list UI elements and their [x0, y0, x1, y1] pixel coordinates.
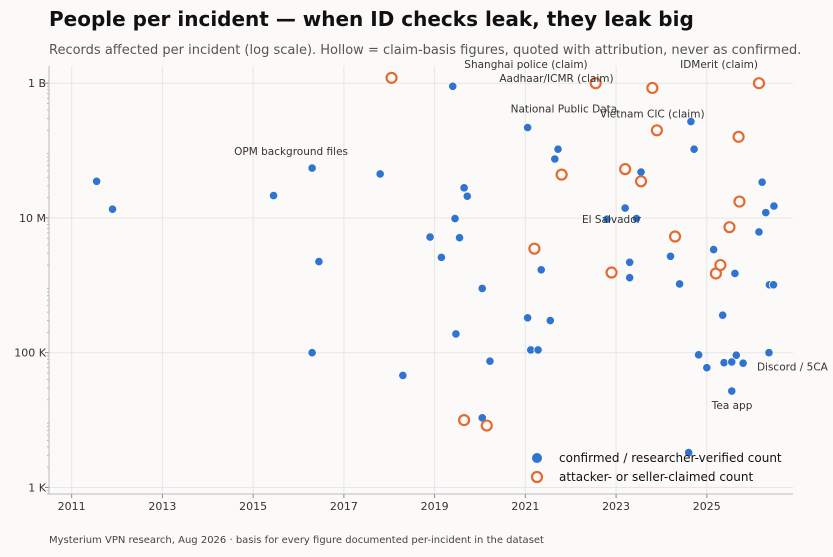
point-annotation: Vietnam CIC (claim): [600, 108, 705, 120]
confirmed-point: [602, 214, 612, 224]
confirmed-point: [553, 144, 563, 154]
legend-marker-claimed: [530, 470, 544, 484]
y-tick-label: 10 M: [19, 212, 46, 225]
point-annotation: Tea app: [711, 400, 753, 412]
confirmed-point: [761, 208, 771, 218]
confirmed-point: [523, 313, 533, 323]
confirmed-point: [454, 233, 465, 243]
confirmed-point: [689, 144, 699, 154]
legend-marker-confirmed: [532, 453, 542, 463]
point-annotation: Discord / 5CA: [757, 362, 829, 374]
claimed-point: [634, 175, 648, 188]
confirmed-point: [754, 227, 764, 237]
confirmed-point: [107, 204, 118, 214]
chart-subtitle: Records affected per incident (log scale…: [49, 43, 802, 58]
point-annotation: El Salvador: [582, 214, 642, 226]
x-tick-label: 2015: [239, 500, 267, 513]
claimed-point: [752, 77, 766, 90]
confirmed-point: [631, 213, 642, 224]
x-tick-label: 2019: [421, 500, 449, 513]
confirmed-point: [268, 190, 279, 201]
confirmed-point: [485, 356, 495, 366]
confirmed-point: [307, 163, 317, 173]
confirmed-point: [731, 350, 741, 360]
point-annotation: Shanghai police (claim): [464, 59, 587, 71]
confirmed-point: [92, 176, 102, 186]
confirmed-point: [436, 252, 447, 262]
chart-title: People per incident — when ID checks lea…: [49, 7, 694, 31]
confirmed-point: [686, 116, 696, 127]
confirmed-point: [636, 167, 646, 177]
confirmed-point: [768, 280, 779, 290]
y-tick-label: 1 B: [28, 77, 46, 90]
confirmed-point: [625, 257, 635, 267]
confirmed-point: [719, 358, 729, 368]
confirmed-point: [684, 447, 694, 458]
chart-footer: Mysterium VPN research, Aug 2026 · basis…: [49, 535, 544, 546]
confirmed-point: [451, 329, 461, 339]
legend-label-confirmed: confirmed / researcher-verified count: [559, 451, 782, 465]
claimed-point: [714, 258, 727, 272]
y-tick-label: 100 K: [14, 347, 46, 360]
claimed-point: [605, 266, 618, 279]
confirmed-point: [533, 345, 543, 355]
claimed-point: [619, 163, 632, 176]
claimed-point: [668, 230, 682, 243]
confirmed-point: [620, 203, 630, 213]
confirmed-point: [314, 257, 324, 267]
x-tick-label: 2017: [330, 500, 358, 513]
confirmed-point: [727, 357, 737, 367]
confirmed-point: [536, 265, 546, 275]
confirmed-point: [665, 251, 676, 261]
x-tick-label: 2021: [511, 500, 539, 513]
confirmed-point: [694, 350, 704, 360]
x-tick-label: 2025: [693, 500, 721, 513]
point-annotation: OPM background files: [234, 146, 348, 158]
claimed-point: [480, 419, 493, 432]
x-tick-label: 2013: [148, 500, 176, 513]
confirmed-point: [757, 177, 767, 187]
claimed-point: [723, 221, 736, 234]
confirmed-point: [738, 358, 748, 368]
point-annotation: IDMerit (claim): [680, 59, 758, 71]
confirmed-point: [769, 201, 779, 211]
confirmed-point: [448, 81, 458, 91]
confirmed-point: [523, 122, 533, 133]
claimed-point: [528, 242, 541, 255]
confirmed-point: [545, 315, 555, 326]
claimed-point: [555, 168, 568, 181]
point-annotation: Aadhaar/ICMR (claim): [499, 73, 613, 85]
confirmed-point: [307, 348, 317, 358]
claimed-point: [733, 195, 746, 208]
confirmed-point: [375, 169, 385, 179]
confirmed-point: [727, 386, 737, 396]
point-annotation: National Public Data: [511, 104, 618, 116]
confirmed-point: [459, 183, 469, 193]
confirmed-point: [477, 283, 487, 294]
confirmed-point: [709, 244, 719, 255]
confirmed-point: [674, 279, 685, 289]
confirmed-point: [398, 370, 408, 381]
claimed-point: [646, 81, 659, 95]
confirmed-point: [625, 273, 635, 283]
x-tick-label: 2011: [58, 500, 86, 513]
y-tick-label: 1 K: [28, 481, 46, 494]
claimed-point: [457, 413, 471, 427]
confirmed-point: [730, 268, 740, 279]
confirmed-point: [450, 213, 460, 224]
claimed-point: [650, 124, 664, 137]
confirmed-point: [702, 363, 712, 373]
confirmed-point: [425, 232, 435, 242]
x-tick-label: 2023: [602, 500, 630, 513]
claimed-point: [589, 77, 602, 90]
confirmed-point: [718, 310, 728, 320]
claimed-point: [732, 130, 745, 143]
plot-area: [49, 66, 793, 494]
confirmed-point: [462, 191, 472, 201]
confirmed-point: [550, 154, 560, 164]
confirmed-point: [764, 348, 774, 358]
legend-label-claimed: attacker- or seller-claimed count: [559, 470, 753, 484]
claimed-point: [385, 71, 398, 84]
